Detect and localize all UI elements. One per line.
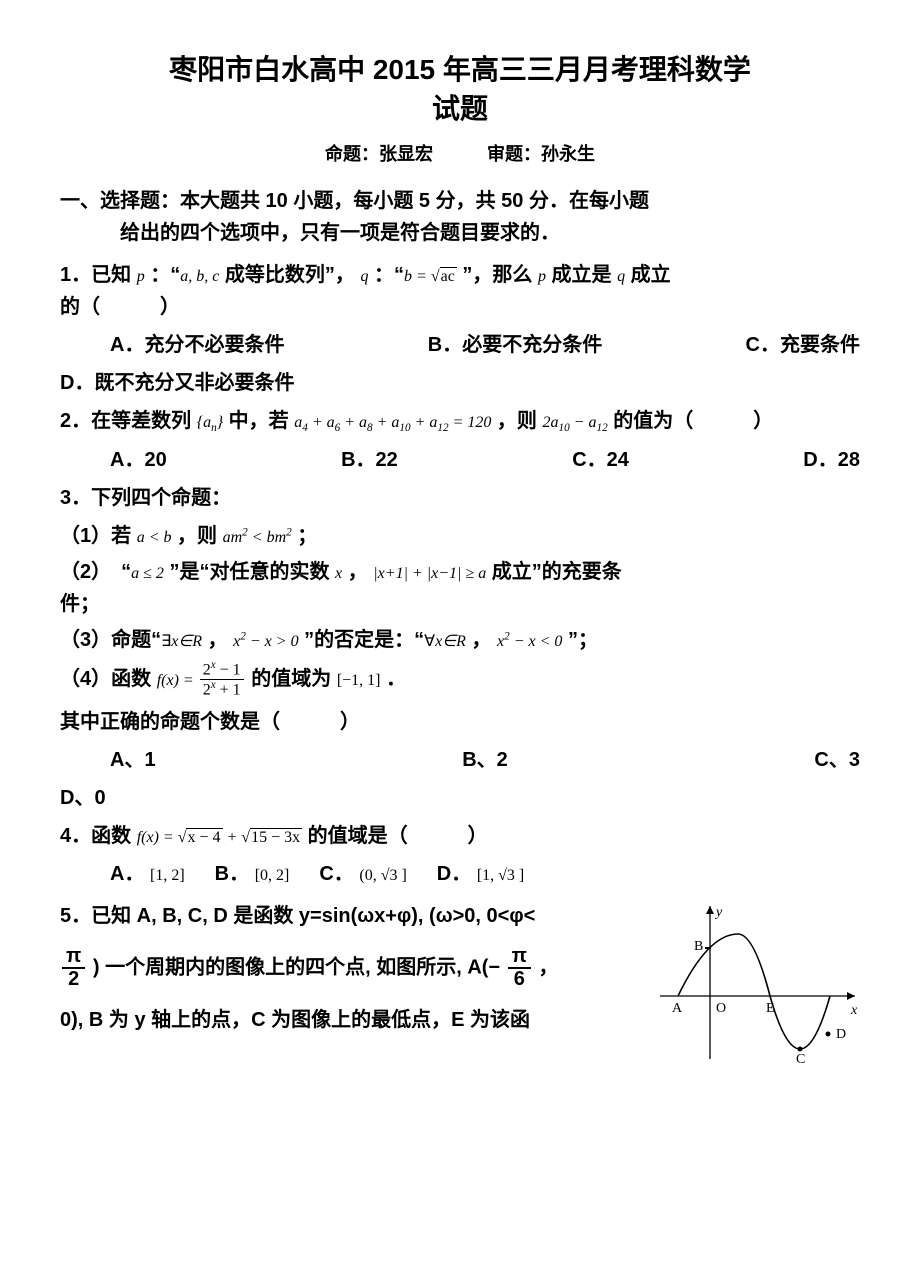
question-3-option-d: D、0 — [60, 782, 860, 814]
question-4: 4．函数 f(x) = √x − 4 + √15 − 3x 的值域是（ ） — [60, 820, 860, 852]
question-3-options: A、1 B、2 C、3 — [110, 744, 860, 776]
question-2-options: A．20 B．22 C．24 D．28 — [110, 444, 860, 476]
sine-figure: y x A B O E C D — [630, 894, 860, 1064]
q3-tail: 其中正确的命题个数是（ ） — [60, 706, 860, 738]
page-title: 枣阳市白水高中 2015 年高三三月月考理科数学 试题 — [60, 50, 860, 128]
question-5: 5．已知 A, B, C, D 是函数 y=sin(ωx+φ), (ω>0, 0… — [60, 894, 860, 1064]
authors-line: 命题：张显宏 审题：孙永生 — [60, 140, 860, 169]
svg-text:A: A — [672, 1001, 683, 1016]
svg-text:O: O — [716, 1001, 726, 1016]
question-1: 1．已知 p ：“a, b, c 成等比数列”， q ：“b = √ac ”，那… — [60, 259, 860, 323]
svg-text:E: E — [766, 1001, 775, 1016]
q3-prop4: （4）函数 f(x) = 2x − 12x + 1 的值域为 [−1, 1] ． — [60, 660, 860, 699]
question-2: 2．在等差数列 {an} 中，若 a4 + a6 + a8 + a10 + a1… — [60, 405, 860, 438]
q3-prop2: （2） “a ≤ 2 ”是“对任意的实数 x ， |x+1| + |x−1| ≥… — [60, 556, 860, 620]
question-3: 3．下列四个命题： — [60, 482, 860, 514]
question-1-option-d: D．既不充分又非必要条件 — [60, 367, 860, 399]
svg-text:D: D — [836, 1027, 846, 1042]
q3-prop1: （1）若 a < b ，则 am2 < bm2 ； — [60, 520, 860, 552]
q3-prop3: （3）命题“∃x∈R ， x2 − x > 0 ”的否定是：“∀x∈R ， x2… — [60, 624, 860, 656]
question-4-options: A． [1, 2] B． [0, 2] C． (0, √3 ] D． [1, √… — [110, 858, 860, 890]
svg-text:B: B — [694, 939, 703, 954]
svg-text:y: y — [714, 905, 723, 920]
svg-text:C: C — [796, 1052, 805, 1064]
svg-text:x: x — [850, 1003, 858, 1018]
section-1-heading: 一、选择题：本大题共 10 小题，每小题 5 分，共 50 分．在每小题 给出的… — [60, 185, 860, 249]
question-1-options: A．充分不必要条件 B．必要不充分条件 C．充要条件 — [110, 329, 860, 361]
